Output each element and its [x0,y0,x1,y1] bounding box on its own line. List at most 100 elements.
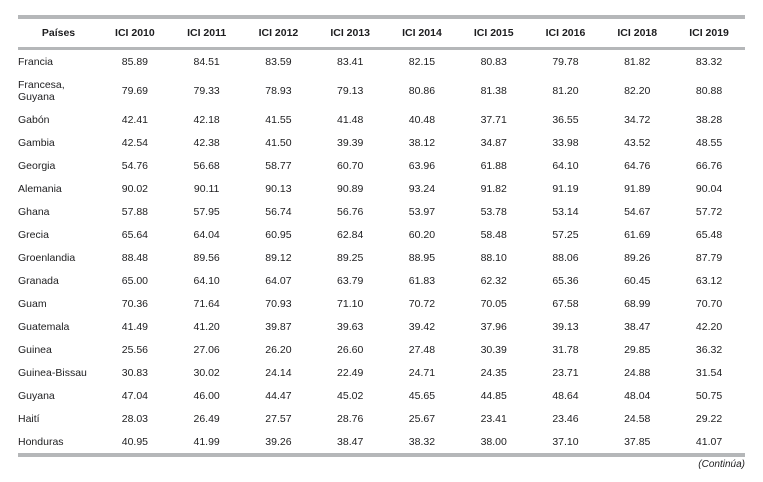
country-cell: Guinea-Bissau [18,366,87,379]
table-row: Georgia 54.76 56.68 58.77 60.70 63.96 61.88 64.… [18,154,745,177]
value-cell: 57.95 [193,205,220,218]
value-cell: 71.64 [193,297,220,310]
country-cell: Guam [18,297,47,310]
value-cell: 39.13 [552,320,579,333]
value-cell: 44.85 [480,389,507,402]
value-cell: 70.72 [408,297,436,310]
country-cell: Ghana [18,205,50,218]
value-cell: 41.48 [337,113,364,126]
value-cell: 89.26 [624,251,651,264]
value-cell: 36.55 [552,113,579,126]
column-header: ICI 2019 [689,27,729,39]
value-cell: 45.65 [408,389,436,402]
value-cell: 41.55 [265,113,292,126]
value-cell: 38.32 [408,435,436,448]
value-cell: 93.24 [408,182,436,195]
value-cell: 24.14 [265,366,292,379]
value-cell: 80.86 [408,84,436,97]
value-cell: 53.97 [408,205,436,218]
value-cell: 39.63 [337,320,364,333]
country-cell: Grecia [18,228,49,241]
column-header: ICI 2015 [473,27,514,39]
value-cell: 79.69 [121,84,149,97]
table-row: Guinea 25.56 27.06 26.20 26.60 27.48 30.39 31.7… [18,338,745,361]
value-cell: 24.88 [624,366,651,379]
value-cell: 27.06 [193,343,220,356]
value-cell: 41.20 [193,320,220,333]
value-cell: 39.26 [265,435,292,448]
value-cell: 40.95 [121,435,149,448]
value-cell: 63.96 [408,159,436,172]
table-row: Guam 70.36 71.64 70.93 71.10 70.72 70.05 67.58 6… [18,292,745,315]
value-cell: 82.20 [624,84,651,97]
value-cell: 57.25 [552,228,579,241]
value-cell: 48.64 [552,389,579,402]
value-cell: 57.72 [695,205,723,218]
value-cell: 90.02 [121,182,149,195]
table-row: Guinea-Bissau 30.83 30.02 24.14 22.49 24.71 24… [18,361,745,384]
value-cell: 89.12 [265,251,292,264]
value-cell: 38.47 [337,435,364,448]
value-cell: 24.71 [408,366,436,379]
value-cell: 62.84 [337,228,364,241]
value-cell: 42.20 [695,320,723,333]
value-cell: 82.15 [408,55,436,68]
value-cell: 88.48 [121,251,149,264]
value-cell: 58.77 [265,159,292,172]
table-row: Francesa, Guyana 79.69 79.33 78.93 79.13 80.8… [18,73,745,108]
country-cell: Groenlandia [18,251,76,264]
value-cell: 43.52 [624,136,651,149]
value-cell: 41.49 [121,320,149,333]
value-cell: 56.68 [193,159,220,172]
table-row: Alemania 90.02 90.11 90.13 90.89 93.24 91.82 91… [18,177,745,200]
value-cell: 42.54 [121,136,149,149]
value-cell: 37.96 [480,320,507,333]
value-cell: 48.55 [695,136,723,149]
country-cell: Georgia [18,159,56,172]
value-cell: 89.56 [193,251,220,264]
value-cell: 33.98 [552,136,579,149]
value-cell: 70.70 [695,297,723,310]
value-cell: 28.03 [121,412,149,425]
value-cell: 53.14 [552,205,579,218]
value-cell: 66.76 [695,159,723,172]
value-cell: 42.18 [193,113,220,126]
country-cell: Gambia [18,136,55,149]
value-cell: 61.88 [480,159,507,172]
value-cell: 60.95 [265,228,292,241]
value-cell: 36.32 [695,343,723,356]
value-cell: 38.12 [408,136,436,149]
column-header: ICI 2016 [545,27,586,39]
value-cell: 22.49 [337,366,364,379]
table-row: Gambia 42.54 42.38 41.50 39.39 38.12 34.87 33.9… [18,131,745,154]
value-cell: 88.06 [552,251,579,264]
value-cell: 61.69 [624,228,651,241]
value-cell: 90.11 [193,182,220,195]
value-cell: 26.60 [337,343,364,356]
value-cell: 70.36 [121,297,149,310]
value-cell: 65.48 [695,228,723,241]
value-cell: 78.93 [265,84,292,97]
value-cell: 90.13 [265,182,292,195]
column-header: Países [41,27,76,39]
value-cell: 70.93 [265,297,292,310]
value-cell: 79.78 [552,55,579,68]
value-cell: 31.78 [552,343,579,356]
value-cell: 91.19 [552,182,579,195]
value-cell: 80.88 [695,84,723,97]
value-cell: 46.00 [193,389,220,402]
column-header: ICI 2010 [115,27,155,39]
value-cell: 42.38 [193,136,220,149]
value-cell: 64.07 [265,274,292,287]
value-cell: 23.71 [552,366,579,379]
value-cell: 79.13 [337,84,364,97]
value-cell: 71.10 [337,297,364,310]
table-row: Granada 65.00 64.10 64.07 63.79 61.83 62.32 65.… [18,269,745,292]
value-cell: 24.35 [480,366,507,379]
ici-country-table: Países ICI 2010 ICI 2011 ICI 2012 ICI 2013 IC… [18,15,745,457]
value-cell: 89.25 [337,251,364,264]
value-cell: 68.99 [624,297,651,310]
value-cell: 29.85 [624,343,651,356]
value-cell: 61.83 [408,274,436,287]
column-header: ICI 2014 [402,27,442,39]
